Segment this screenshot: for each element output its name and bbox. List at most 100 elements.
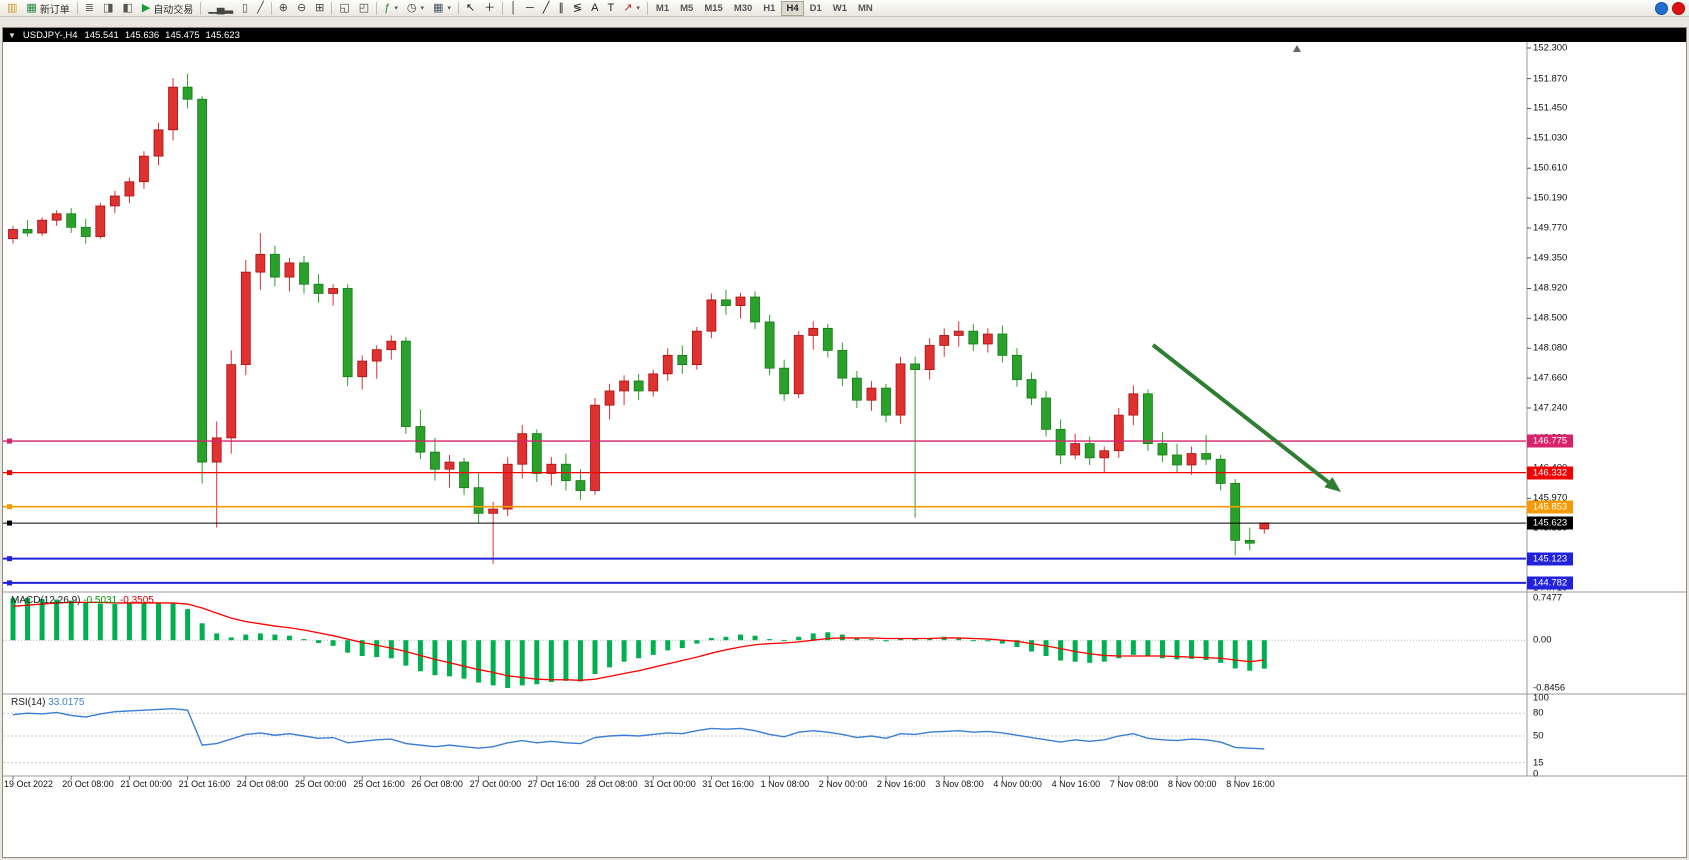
cascade-windows-button[interactable]: ◰ [355, 0, 373, 17]
toolbar-separator [502, 1, 504, 15]
tile-windows-icon: ⊞ [315, 1, 325, 14]
vertical-line-button[interactable]: │ [506, 0, 521, 17]
candle [37, 217, 47, 236]
indicators-icon: ƒ [384, 1, 391, 14]
chart-area[interactable]: MACD(12,26,9) -0.5031 -0.3505 RSI(14) 33… [3, 42, 1686, 857]
macd-histogram-bar [316, 640, 322, 644]
candle [182, 73, 193, 109]
bar-chart-type-button[interactable]: ▁▄▂ [204, 0, 237, 17]
candle [779, 359, 790, 401]
community-button[interactable] [1655, 2, 1668, 15]
tile-windows-button[interactable]: ⊞ [311, 0, 328, 17]
text-button[interactable]: A [587, 0, 602, 17]
zoom-in-button[interactable]: ⊕ [275, 0, 292, 17]
macd-histogram-bar [650, 640, 656, 655]
periods-button[interactable]: ◷ ▾ [403, 0, 428, 17]
timeframe-w1-button[interactable]: W1 [832, 2, 848, 14]
candle [95, 203, 106, 239]
candle [1201, 435, 1211, 465]
macd-histogram-bar [1203, 640, 1209, 660]
chart-title-bar[interactable]: ▼ USDJPY-,H4 145.541 145.636 145.475 145.62… [3, 28, 1686, 42]
templates-button[interactable]: ▦ ▾ [429, 0, 455, 17]
candlestick-type-button[interactable]: ▯ [238, 0, 252, 17]
fibonacci-button[interactable]: ≶ [569, 0, 586, 17]
candle [822, 324, 833, 358]
candle [1128, 385, 1139, 426]
macd-histogram-bar [83, 602, 89, 641]
chart-canvas[interactable] [3, 42, 1686, 857]
candle [269, 245, 280, 287]
autotrading-button[interactable]: ▶ 自动交易 [138, 0, 197, 17]
trendline-button[interactable]: ╱ [539, 0, 554, 17]
macd-histogram-bar [330, 640, 336, 646]
macd-histogram-bar [621, 640, 627, 662]
timeframe-m1-button[interactable]: M1 [655, 2, 670, 14]
line-handle[interactable] [7, 504, 12, 510]
timeframe-m5-button[interactable]: M5 [680, 2, 694, 14]
candlestick-type-icon: ▯ [242, 1, 249, 14]
macd-histogram-bar [243, 634, 249, 641]
macd-histogram-bar [10, 598, 16, 641]
toolbar-separator [270, 1, 272, 15]
macd-histogram-bar [301, 639, 307, 641]
data-window-button[interactable]: ◨ [99, 0, 117, 17]
macd-histogram-bar [1087, 640, 1093, 663]
candle [80, 218, 91, 244]
data-window-icon: ◨ [103, 1, 114, 14]
support-button[interactable] [1672, 2, 1685, 15]
candle [662, 348, 673, 381]
ohlc-low: 145.475 [165, 29, 200, 41]
line-handle[interactable] [7, 580, 12, 586]
line-handle[interactable] [7, 556, 12, 562]
chart-shift-marker[interactable] [1293, 45, 1301, 52]
candle [953, 321, 964, 347]
vertical-line-icon: │ [510, 1, 517, 14]
terminal-icon[interactable]: ▥ [3, 0, 21, 17]
trend-arrow-line[interactable] [1151, 343, 1330, 484]
indicators-button[interactable]: ƒ ▾ [380, 0, 402, 17]
macd-histogram-bar [185, 609, 191, 641]
timeframe-h1-button[interactable]: H1 [763, 2, 776, 14]
macd-histogram-bar [39, 598, 45, 641]
timeframe-mn-button[interactable]: MN [858, 2, 873, 14]
macd-histogram-bar [781, 640, 787, 642]
timeframe-m30-button[interactable]: M30 [733, 2, 753, 14]
templates-icon: ▦ [432, 1, 444, 14]
time-axis-label: 1 Nov 08:00 [760, 779, 810, 789]
macd-histogram-bar [432, 640, 438, 676]
channel-button[interactable]: ∥ [554, 0, 568, 17]
collapse-icon[interactable]: ▼ [8, 30, 16, 40]
macd-axis-label: 0.7477 [1533, 592, 1563, 604]
macd-histogram-bar [272, 634, 278, 641]
candle [750, 291, 760, 330]
candle [531, 429, 542, 483]
price-axis-label: 151.450 [1533, 102, 1568, 114]
new-order-button[interactable]: ▦ 新订单 [22, 0, 73, 17]
macd-histogram-bar [1043, 640, 1049, 657]
candle [735, 292, 746, 319]
arrows-button[interactable]: ↗ ▾ [619, 0, 644, 17]
candle [328, 284, 339, 306]
text-label-button[interactable]: T [603, 0, 618, 17]
macd-histogram-bar [912, 639, 918, 641]
line-handle[interactable] [7, 438, 12, 444]
line-handle[interactable] [7, 470, 12, 476]
market-watch-button[interactable]: ≣ [81, 0, 98, 17]
price-axis-label: 147.240 [1533, 402, 1568, 414]
line-handle[interactable] [7, 520, 12, 526]
candle [284, 257, 295, 292]
trend-arrow-head[interactable] [1324, 477, 1341, 492]
trendline-icon: ╱ [542, 1, 550, 14]
crosshair-button[interactable]: ＋ [480, 0, 499, 17]
arrange-windows-button[interactable]: ◱ [335, 0, 353, 17]
line-chart-type-button[interactable]: ╱ [253, 0, 268, 17]
timeframe-h4-button[interactable]: H4 [781, 0, 804, 16]
timeframe-m15-button[interactable]: M15 [704, 2, 723, 14]
macd-histogram-bar [1058, 640, 1064, 661]
zoom-out-button[interactable]: ⊖ [293, 0, 310, 17]
cursor-button[interactable]: ↖ [462, 0, 479, 17]
horizontal-line-button[interactable]: ─ [522, 0, 538, 17]
timeframe-d1-button[interactable]: D1 [809, 2, 822, 14]
macd-histogram-bar [97, 603, 103, 641]
navigator-button[interactable]: ◧ [118, 0, 136, 17]
